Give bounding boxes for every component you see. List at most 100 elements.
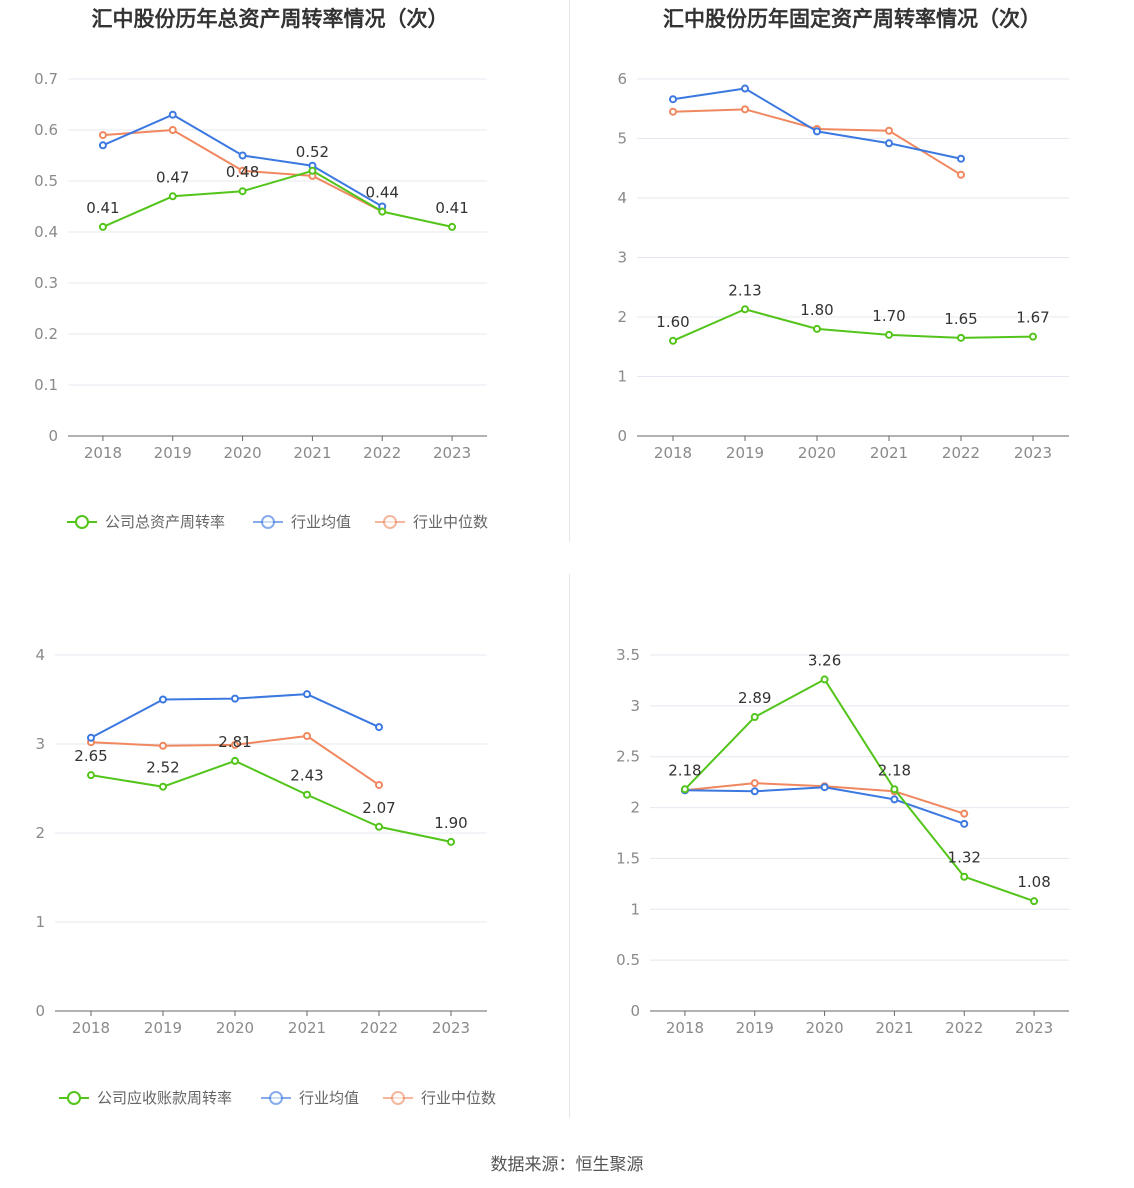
x-tick-label: 2018 xyxy=(72,1019,110,1037)
y-tick-label: 2 xyxy=(617,308,627,326)
y-tick-label: 0.3 xyxy=(34,274,58,292)
chart-fixed-asset-turnover: 汇中股份历年固定资产周转率情况（次） 0 1 2 3 4 5 6 2018 2019 2020 202… xyxy=(617,7,1069,462)
data-point-average xyxy=(168,110,177,119)
y-tick-label: 4 xyxy=(35,646,45,664)
chart-total-asset-turnover: 汇中股份历年总资产周转率情况（次） 0 0.1 0.2 0.3 0.4 0.5 0.6 0.7 2… xyxy=(34,7,488,531)
data-point-company xyxy=(87,771,95,780)
data-point-company xyxy=(231,756,239,765)
data-label: 1.32 xyxy=(948,849,981,867)
data-point-average xyxy=(750,787,759,796)
series-line-company xyxy=(102,169,453,228)
x-tick-label: 2022 xyxy=(945,1019,983,1037)
legend-item-average: 行业均值 xyxy=(253,513,351,531)
data-point-average xyxy=(159,695,167,704)
data-point-median xyxy=(231,740,239,749)
data-point-company xyxy=(308,166,317,175)
x-tick-label: 2023 xyxy=(432,1019,470,1037)
x-tick-label: 2019 xyxy=(154,444,192,462)
x-tick-label: 2019 xyxy=(726,444,764,462)
legend-label: 公司应收账款周转率 xyxy=(97,1089,232,1107)
data-label: 2.18 xyxy=(878,761,911,779)
series-line-median xyxy=(672,108,962,176)
data-point-average xyxy=(669,95,677,104)
x-tick-label: 2023 xyxy=(1014,444,1052,462)
data-label: 2.65 xyxy=(74,747,107,765)
chart-inventory-turnover: 汇中股份历年存货周转率情况（次）00.511.522.533.520182019… xyxy=(616,646,1069,1037)
y-tick-label: 3 xyxy=(35,735,45,753)
data-point-company xyxy=(669,336,677,345)
data-point-average xyxy=(820,783,829,792)
y-tick-label: 5 xyxy=(617,130,627,148)
legend-item-median: 行业中位数 xyxy=(375,513,488,531)
y-tick-label: 0.5 xyxy=(616,951,640,969)
x-tick-label: 2021 xyxy=(870,444,908,462)
data-point-median xyxy=(885,126,893,135)
data-label: 3.26 xyxy=(808,651,841,669)
y-tick-label: 0.7 xyxy=(34,70,58,88)
legend-item-company: 公司应收账款周转率 xyxy=(59,1089,232,1107)
data-label: 0.48 xyxy=(226,163,259,181)
data-point-company xyxy=(168,192,177,201)
data-label: 0.52 xyxy=(296,143,329,161)
chart-receivables-turnover: 汇中股份历年应收账款周转率情况（次）0123420182019202020212… xyxy=(35,646,496,1107)
data-label: 1.90 xyxy=(434,814,467,832)
x-tick-label: 2022 xyxy=(942,444,980,462)
data-label: 1.08 xyxy=(1017,873,1050,891)
data-point-company xyxy=(820,675,829,684)
data-point-median xyxy=(159,741,167,750)
y-tick-label: 3 xyxy=(630,697,640,715)
x-tick-label: 2020 xyxy=(223,444,261,462)
x-tick-label: 2021 xyxy=(875,1019,913,1037)
data-label: 1.67 xyxy=(1016,309,1049,327)
x-tick-label: 2022 xyxy=(360,1019,398,1037)
legend-label: 行业均值 xyxy=(291,513,351,531)
data-point-company xyxy=(741,305,749,314)
data-point-company xyxy=(238,187,247,196)
y-tick-label: 3.5 xyxy=(616,646,640,664)
y-tick-label: 4 xyxy=(617,189,627,207)
chart-panel-fixed-asset: 汇中股份历年固定资产周转率情况（次） 0 1 2 3 4 5 6 2018 2019 2020 202… xyxy=(567,0,1134,576)
y-tick-label: 2 xyxy=(630,799,640,817)
data-label: 2.52 xyxy=(146,759,179,777)
data-label: 1.65 xyxy=(944,310,977,328)
data-point-median xyxy=(303,731,311,740)
y-tick-label: 0 xyxy=(617,427,627,445)
data-point-company xyxy=(960,872,969,881)
legend-marker xyxy=(75,515,89,529)
y-tick-label: 0.2 xyxy=(34,325,58,343)
y-tick-label: 1 xyxy=(617,368,627,386)
data-label: 2.07 xyxy=(362,799,395,817)
y-tick-label: 0 xyxy=(48,427,58,445)
data-label: 0.41 xyxy=(86,199,119,217)
divider-bottom xyxy=(569,574,570,1118)
y-tick-label: 1 xyxy=(630,900,640,918)
data-point-average xyxy=(741,84,749,93)
legend-label: 行业中位数 xyxy=(421,1089,496,1107)
y-tick-label: 1.5 xyxy=(616,849,640,867)
data-label: 2.18 xyxy=(668,761,701,779)
series-line-company xyxy=(672,308,1034,342)
legend-marker xyxy=(261,515,275,529)
data-point-company xyxy=(813,324,821,333)
legend-marker xyxy=(269,1091,283,1105)
x-tick-label: 2020 xyxy=(798,444,836,462)
data-point-average xyxy=(87,733,95,742)
y-tick-label: 6 xyxy=(617,70,627,88)
legend-label: 行业中位数 xyxy=(413,513,488,531)
data-point-company xyxy=(378,207,387,216)
x-tick-label: 2021 xyxy=(288,1019,326,1037)
data-point-company xyxy=(303,790,311,799)
y-tick-label: 0.1 xyxy=(34,376,58,394)
data-point-median xyxy=(750,779,759,788)
x-tick-label: 2023 xyxy=(1015,1019,1053,1037)
x-tick-label: 2018 xyxy=(84,444,122,462)
data-label: 2.89 xyxy=(738,689,771,707)
data-point-median xyxy=(957,170,965,179)
data-point-median xyxy=(375,780,383,789)
data-point-average xyxy=(303,690,311,699)
data-point-average xyxy=(98,141,107,150)
x-tick-label: 2023 xyxy=(433,444,471,462)
data-point-average xyxy=(885,139,893,148)
y-tick-label: 0.4 xyxy=(34,223,58,241)
data-point-company xyxy=(447,837,455,846)
